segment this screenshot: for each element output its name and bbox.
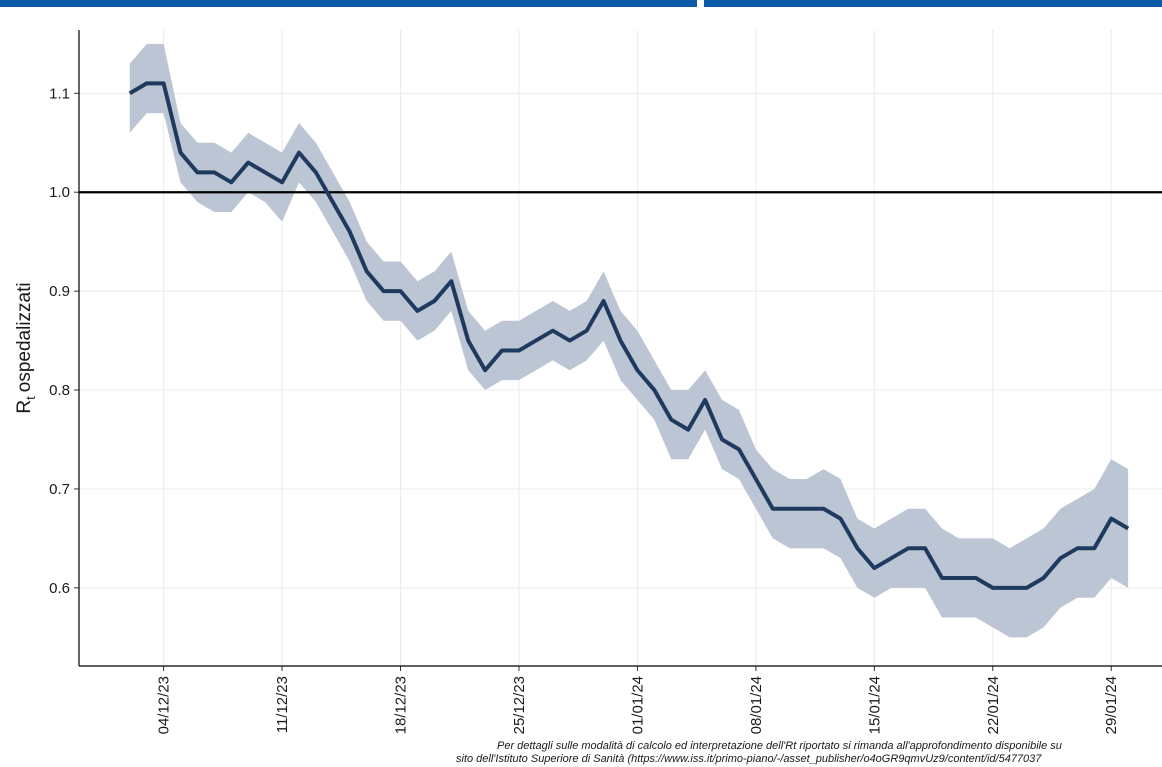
footnote: sito dell'Istituto Superiore di Sanità (…	[456, 753, 1042, 765]
x-tick-label: 15/01/24	[866, 676, 883, 734]
y-tick-label: 0.6	[49, 580, 70, 597]
x-tick-label: 18/12/23	[393, 676, 410, 734]
x-tick-label: 22/01/24	[985, 676, 1002, 734]
confidence-band	[129, 43, 1129, 638]
y-tick-label: 1.1	[49, 85, 70, 102]
line	[128, 81, 1130, 590]
y-axis-label: Rt ospedalizzati	[14, 282, 38, 413]
y-label-base: R	[14, 400, 35, 414]
x-tick-label: 08/01/24	[748, 676, 765, 734]
x-tick-label: 11/12/23	[274, 676, 291, 733]
x-tick-label: 01/01/24	[629, 676, 646, 734]
header-bar	[0, 0, 697, 7]
header-bar	[704, 0, 1162, 7]
x-tick-label: 04/12/23	[156, 676, 173, 734]
y-tick-label: 0.8	[49, 382, 70, 399]
y-tick-label: 1.0	[49, 184, 70, 201]
y-tick-label: 0.7	[49, 481, 70, 498]
x-tick-label: 25/12/23	[511, 676, 528, 734]
y-label-sub: t	[23, 396, 38, 400]
y-tick-label: 0.9	[49, 283, 70, 300]
footnote: Per dettagli sulle modalità di calcolo e…	[497, 740, 1062, 752]
y-label-text: ospedalizzati	[14, 282, 35, 392]
x-tick-label: 29/01/24	[1103, 676, 1120, 734]
